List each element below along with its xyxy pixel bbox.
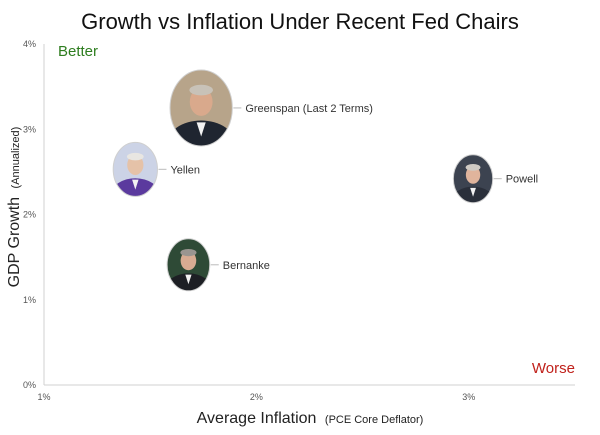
portrait-suit (113, 178, 158, 197)
point-greenspan: Greenspan (Last 2 Terms) (169, 69, 373, 147)
point-powell: Powell (452, 154, 538, 204)
data-points: Greenspan (Last 2 Terms) Yellen Powell Bern… (112, 69, 538, 292)
powell-marker-outline (452, 154, 494, 204)
portrait-face (180, 251, 197, 271)
y-tick-label: 4% (23, 39, 36, 49)
x-axis-label-main: Average Inflation (197, 410, 317, 427)
x-tick-label: 1% (37, 392, 50, 402)
portrait-suit (453, 186, 493, 203)
portrait-collar (470, 187, 476, 197)
better-label: Better (58, 43, 98, 60)
x-tick-label: 2% (250, 392, 263, 402)
yellen-label: Yellen (170, 164, 200, 176)
portrait-hair (126, 152, 144, 161)
powell-portrait (453, 154, 493, 203)
y-tick-label: 0% (23, 380, 36, 390)
y-axis-ticks: 0% 1% 2% 3% 4% (23, 39, 36, 390)
y-axis-label: GDP Growth (Annualized) (6, 127, 23, 288)
y-tick-label: 2% (23, 210, 36, 220)
x-axis-label-sub: (PCE Core Deflator) (325, 414, 423, 426)
portrait-face (465, 165, 481, 184)
powell-label: Powell (506, 174, 538, 186)
portrait-suit (170, 120, 233, 146)
portrait-hair (189, 84, 213, 96)
x-axis-ticks: 1% 2% 3% (37, 392, 475, 402)
portrait-collar (196, 122, 206, 137)
portrait-face (127, 155, 144, 175)
y-axis-label-sub: (Annualized) (10, 127, 22, 189)
x-axis-label: Average Inflation (PCE Core Deflator) (197, 410, 424, 427)
yellen-portrait (113, 142, 158, 197)
y-tick-label: 3% (23, 124, 36, 134)
x-tick-label: 3% (462, 392, 475, 402)
portrait-hair (465, 164, 481, 171)
greenspan-marker-outline (169, 69, 233, 147)
y-tick-label: 1% (23, 295, 36, 305)
chart-title: Growth vs Inflation Under Recent Fed Cha… (81, 9, 519, 34)
portrait-collar (185, 274, 192, 285)
worse-label: Worse (532, 360, 575, 377)
point-yellen: Yellen (112, 141, 200, 197)
y-axis-label-main: GDP Growth (6, 197, 23, 287)
point-bernanke: Bernanke (166, 238, 270, 292)
portrait-suit (167, 273, 210, 291)
bernanke-label: Bernanke (223, 260, 270, 272)
bernanke-marker-outline (166, 238, 211, 292)
bernanke-portrait (167, 238, 210, 291)
greenspan-label: Greenspan (Last 2 Terms) (245, 103, 373, 115)
yellen-marker-outline (112, 141, 158, 197)
greenspan-portrait (170, 69, 233, 146)
portrait-face (189, 87, 213, 116)
portrait-collar (132, 179, 139, 190)
portrait-hair (180, 248, 197, 257)
